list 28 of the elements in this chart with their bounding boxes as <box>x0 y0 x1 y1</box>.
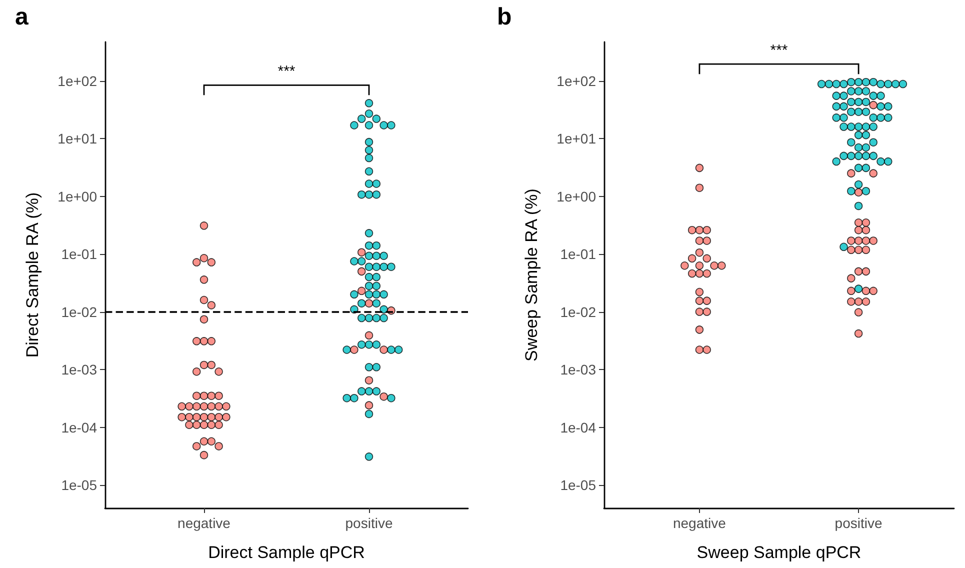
x-tick-label: negative <box>672 515 726 531</box>
y-tick-label: 1e+01 <box>556 130 596 147</box>
x-tick-label: positive <box>834 515 882 531</box>
x-tick-label: negative <box>178 515 231 531</box>
y-axis-title: Direct Sample RA (%) <box>23 192 42 358</box>
y-tick-label: 1e-02 <box>560 304 596 320</box>
chart-title: a <box>15 4 29 30</box>
y-axis-title: Sweep Sample RA (%) <box>522 188 541 362</box>
x-axis-title: Sweep Sample qPCR <box>696 543 862 562</box>
y-tick-label: 1e+01 <box>58 130 98 147</box>
chart-title: b <box>497 4 512 30</box>
annotation: *** <box>278 63 296 80</box>
x-tick-label: positive <box>345 515 393 531</box>
y-tick-label: 1e+02 <box>58 72 98 89</box>
y-tick-label: 1e-01 <box>61 246 98 262</box>
y-tick-label: 1e-02 <box>61 304 98 320</box>
y-tick-label: 1e-05 <box>61 477 98 494</box>
y-tick-label: 1e+00 <box>58 188 98 204</box>
y-tick-label: 1e-03 <box>61 362 98 378</box>
annotation: *** <box>770 42 788 60</box>
y-tick-label: 1e+02 <box>556 72 596 89</box>
y-tick-label: 1e-04 <box>61 419 98 436</box>
y-tick-label: 1e-04 <box>560 419 596 436</box>
y-tick-label: 1e-03 <box>560 362 596 378</box>
x-axis-title: Direct Sample qPCR <box>208 543 365 562</box>
y-tick-label: 1e-05 <box>560 477 596 494</box>
y-tick-label: 1e-01 <box>560 246 596 262</box>
y-tick-label: 1e+00 <box>556 188 596 204</box>
